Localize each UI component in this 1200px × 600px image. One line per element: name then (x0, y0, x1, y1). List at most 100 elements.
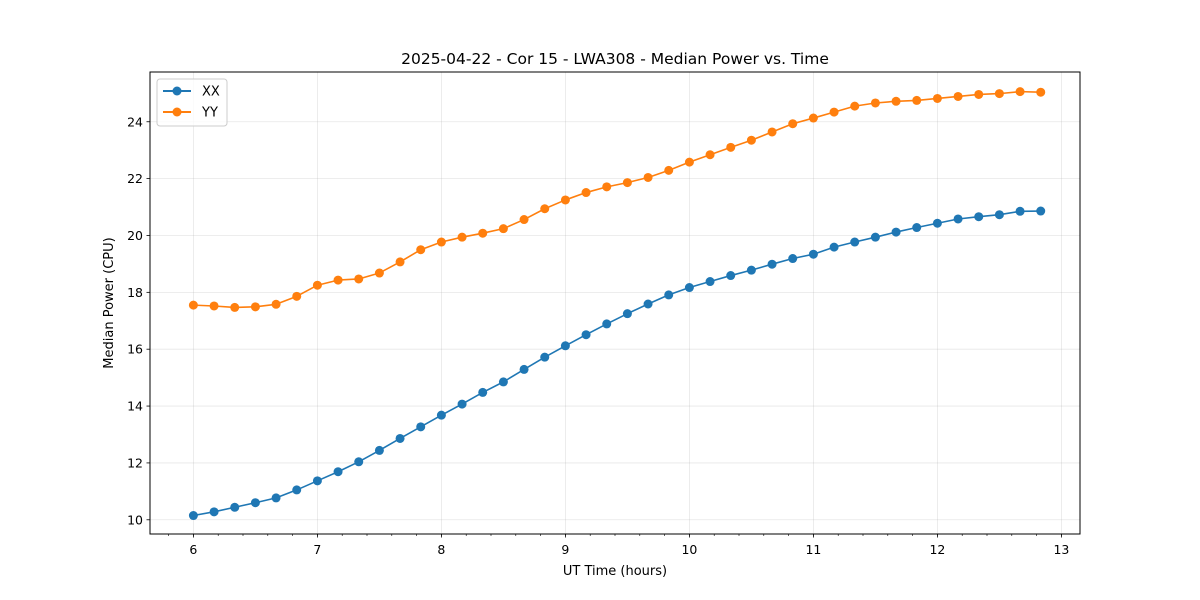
data-point-xx (912, 223, 922, 233)
x-tick-label: 12 (929, 542, 945, 557)
y-tick-label: 10 (127, 512, 143, 527)
chart-title: 2025-04-22 - Cor 15 - LWA308 - Median Po… (401, 50, 829, 68)
data-point-xx (746, 265, 756, 275)
data-point-xx (891, 227, 901, 237)
data-point-xx (416, 422, 426, 432)
data-point-xx (354, 457, 364, 467)
data-point-xx (684, 283, 694, 293)
y-tick-label: 16 (127, 342, 143, 357)
data-point-yy (664, 165, 674, 175)
x-tick-label: 9 (561, 542, 569, 557)
data-point-xx (994, 210, 1004, 220)
data-point-xx (188, 511, 198, 521)
data-point-xx (808, 249, 818, 259)
x-tick-label: 8 (437, 542, 445, 557)
y-tick-label: 12 (127, 455, 143, 470)
legend-xx-marker (172, 86, 182, 96)
data-point-xx (581, 330, 591, 340)
legend-yy-label: YY (201, 106, 218, 121)
data-point-xx (829, 242, 839, 252)
data-point-xx (953, 214, 963, 224)
data-point-yy (974, 89, 984, 99)
data-point-yy (788, 119, 798, 129)
data-point-yy (416, 245, 426, 255)
data-point-yy (478, 228, 488, 238)
data-point-xx (230, 502, 240, 512)
data-point-yy (829, 107, 839, 117)
data-point-xx (664, 290, 674, 300)
data-point-xx (560, 341, 570, 351)
data-point-yy (622, 178, 632, 188)
data-point-yy (312, 280, 322, 290)
data-point-yy (643, 172, 653, 182)
data-point-yy (498, 224, 508, 234)
data-point-yy (209, 301, 219, 311)
axes: 6 7 8 9 10 11 12 13 10 12 14 16 18 20 22 24 (127, 114, 1069, 557)
data-point-yy (705, 150, 715, 160)
data-point-yy (581, 188, 591, 198)
data-point-yy (1015, 87, 1025, 97)
data-point-xx (271, 493, 281, 503)
data-point-xx (643, 299, 653, 309)
data-point-xx (395, 433, 405, 443)
x-tick-label: 13 (1053, 542, 1069, 557)
data-point-xx (209, 507, 219, 517)
legend-xx-label: XX (202, 85, 220, 100)
data-point-yy (602, 182, 612, 192)
data-point-yy (354, 274, 364, 284)
data-point-xx (850, 237, 860, 247)
y-tick-label: 18 (127, 285, 143, 300)
data-point-yy (560, 195, 570, 205)
data-point-xx (726, 271, 736, 281)
data-point-yy (292, 291, 302, 301)
data-point-yy (684, 157, 694, 167)
data-point-yy (540, 204, 550, 214)
y-tick-label: 14 (127, 399, 143, 414)
data-point-xx (478, 387, 488, 397)
y-axis-label: Median Power (CPU) (102, 237, 117, 368)
data-point-xx (767, 259, 777, 269)
data-point-xx (250, 498, 260, 508)
data-point-yy (519, 215, 529, 225)
data-point-xx (333, 467, 343, 477)
data-point-xx (1015, 206, 1025, 216)
data-point-xx (436, 410, 446, 420)
data-point-xx (457, 399, 467, 409)
data-point-xx (622, 309, 632, 319)
grid (150, 72, 1080, 534)
data-point-xx (292, 485, 302, 495)
data-point-yy (333, 275, 343, 285)
data-point-yy (1036, 87, 1046, 97)
data-point-yy (395, 257, 405, 267)
data-point-xx (705, 277, 715, 287)
data-point-yy (953, 91, 963, 101)
data-point-xx (312, 476, 322, 486)
legend: XX YY (156, 78, 228, 127)
data-point-xx (602, 319, 612, 329)
data-point-xx (788, 254, 798, 264)
data-point-xx (870, 232, 880, 242)
y-tick-label: 20 (127, 228, 143, 243)
legend-yy-marker (172, 107, 182, 117)
x-axis-label: UT Time (hours) (563, 564, 667, 579)
data-point-xx (932, 218, 942, 228)
data-point-yy (271, 299, 281, 309)
y-tick-label: 24 (127, 114, 143, 129)
data-point-xx (1036, 206, 1046, 216)
x-tick-label: 10 (681, 542, 697, 557)
data-point-yy (250, 302, 260, 312)
data-point-xx (498, 377, 508, 387)
data-point-yy (374, 268, 384, 278)
data-point-yy (436, 237, 446, 247)
data-point-yy (457, 232, 467, 242)
data-point-yy (912, 95, 922, 105)
data-point-yy (188, 300, 198, 310)
data-point-yy (746, 135, 756, 145)
data-point-yy (850, 101, 860, 111)
data-point-yy (808, 113, 818, 123)
data-point-yy (726, 142, 736, 152)
series-group (188, 87, 1046, 521)
y-tick-label: 22 (127, 171, 143, 186)
x-tick-label: 7 (313, 542, 321, 557)
